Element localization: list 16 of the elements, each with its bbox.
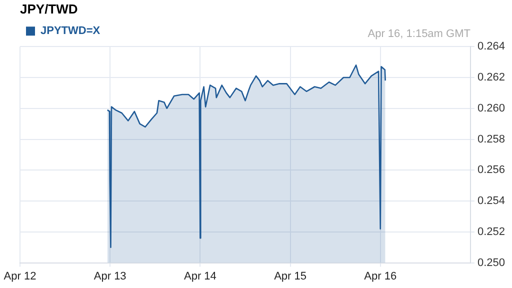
x-tick-label: Apr 15 bbox=[274, 270, 306, 282]
y-tick-label: 0.260 bbox=[477, 102, 506, 114]
y-tick-label: 0.250 bbox=[477, 256, 506, 269]
legend-label: JPYTWD=X bbox=[40, 25, 101, 38]
x-tick-label: Apr 12 bbox=[4, 270, 36, 282]
x-tick-label: Apr 14 bbox=[184, 270, 216, 282]
text: Apr 16, 1:15am GMT bbox=[368, 28, 471, 40]
y-tick-label: 0.258 bbox=[477, 133, 506, 146]
chart-title: JPY/TWD bbox=[20, 1, 78, 16]
x-tick-label: Apr 16 bbox=[364, 270, 397, 282]
y-tick-label: 0.254 bbox=[477, 195, 506, 208]
y-tick-label: 0.262 bbox=[477, 72, 506, 84]
y-tick-label: 0.256 bbox=[477, 164, 506, 176]
x-tick-label: Apr 13 bbox=[94, 270, 126, 282]
y-tick-label: 0.264 bbox=[477, 40, 506, 53]
y-tick-label: 0.252 bbox=[477, 226, 506, 238]
